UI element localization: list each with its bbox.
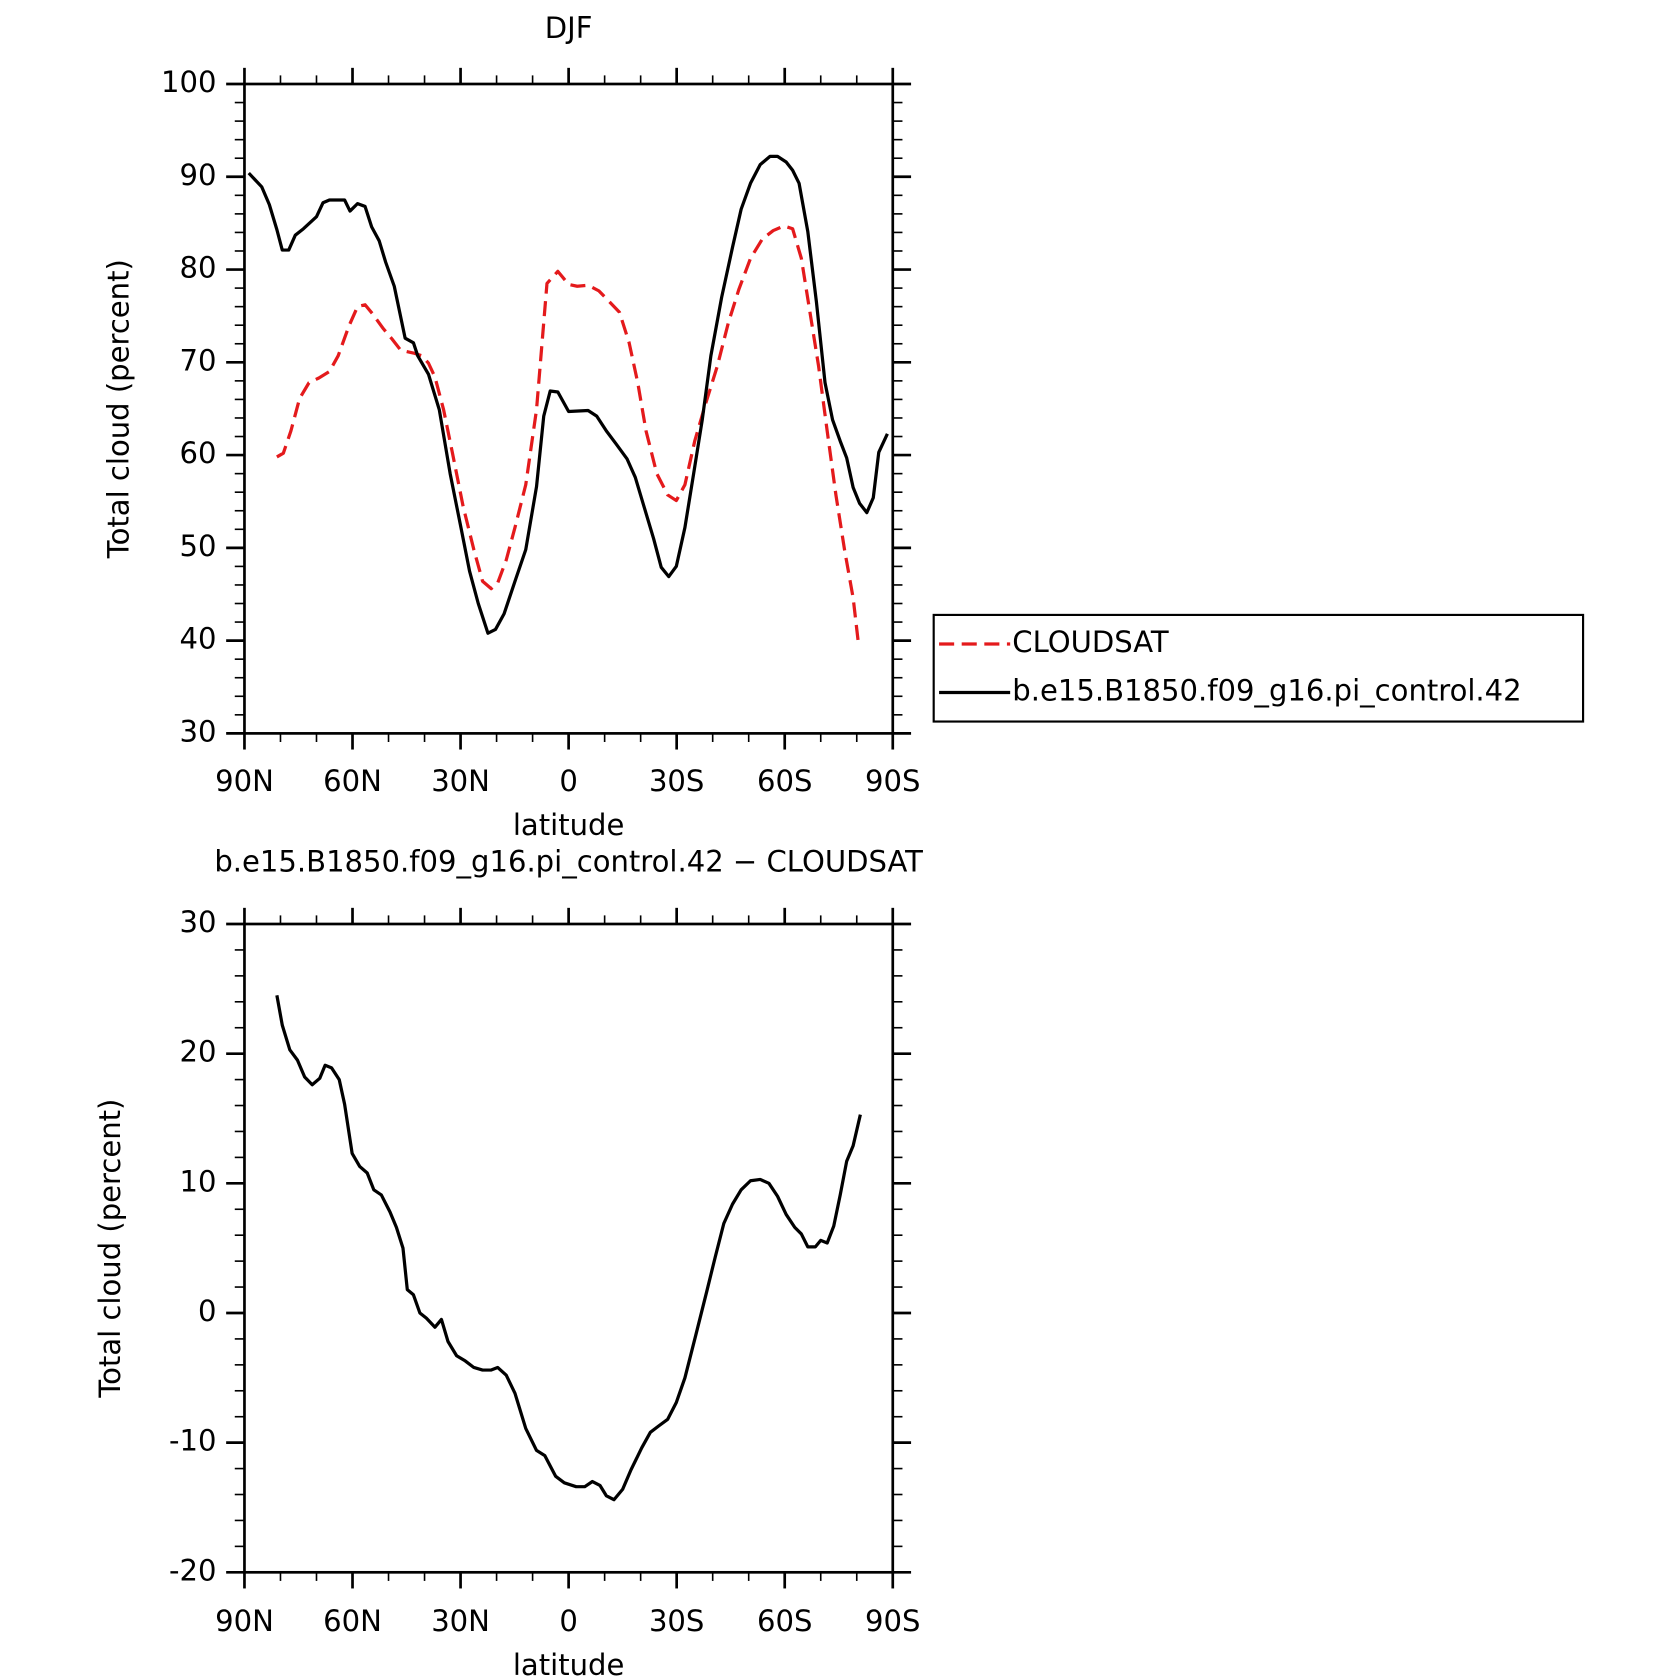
chart-title: b.e15.B1850.f09_g16.pi_control.42 − CLOU… bbox=[214, 845, 923, 879]
y-tick-label: 20 bbox=[179, 1035, 216, 1069]
x-axis-label: latitude bbox=[513, 808, 625, 842]
legend-label: CLOUDSAT bbox=[1012, 625, 1169, 659]
y-tick-label: 60 bbox=[179, 436, 216, 470]
y-tick-label: 100 bbox=[161, 65, 216, 99]
x-tick-label: 60S bbox=[757, 764, 812, 798]
y-tick-label: 90 bbox=[179, 158, 216, 192]
y-tick-label: 80 bbox=[179, 251, 216, 285]
x-tick-label: 60N bbox=[323, 764, 382, 798]
y-tick-label: -10 bbox=[169, 1424, 216, 1458]
x-tick-label: 60N bbox=[323, 1604, 382, 1638]
y-tick-label: 30 bbox=[179, 905, 216, 939]
x-tick-label: 90N bbox=[215, 1604, 274, 1638]
panel: DJF latitude Total cloud (percent) 30 40 50 60… bbox=[102, 11, 1585, 842]
y-tick-label: 30 bbox=[179, 714, 216, 748]
y-tick-label: 0 bbox=[198, 1294, 217, 1328]
data-line bbox=[247, 154, 889, 635]
x-tick-label: 30N bbox=[431, 1604, 490, 1638]
x-tick-label: 90S bbox=[865, 764, 920, 798]
data-line bbox=[276, 224, 861, 645]
x-tick-label: 0 bbox=[559, 764, 578, 798]
x-tick-label: 90S bbox=[865, 1604, 920, 1638]
x-tick-label: 30S bbox=[649, 764, 704, 798]
x-tick-label: 60S bbox=[757, 1604, 812, 1638]
legend-label: b.e15.B1850.f09_g16.pi_control.42 bbox=[1012, 673, 1521, 707]
plot-frame bbox=[243, 922, 895, 1574]
y-tick-label: 10 bbox=[179, 1164, 216, 1198]
x-tick-label: 30N bbox=[431, 764, 490, 798]
chart-title: DJF bbox=[545, 11, 593, 45]
y-tick-label: 50 bbox=[179, 529, 216, 563]
y-axis-label: Total cloud (percent) bbox=[102, 259, 136, 559]
x-axis-label: latitude bbox=[513, 1648, 625, 1680]
y-axis-label: Total cloud (percent) bbox=[93, 1099, 127, 1399]
legend: CLOUDSAT b.e15.B1850.f09_g16.pi_control.4… bbox=[932, 613, 1585, 723]
legend-box bbox=[932, 613, 1585, 723]
y-tick-label: 70 bbox=[179, 343, 216, 377]
data-line bbox=[275, 995, 862, 1502]
y-tick-label: -20 bbox=[169, 1553, 216, 1587]
x-tick-label: 0 bbox=[559, 1604, 578, 1638]
panel: b.e15.B1850.f09_g16.pi_control.42 − CLOU… bbox=[93, 845, 923, 1680]
x-tick-label: 90N bbox=[215, 764, 274, 798]
x-tick-label: 30S bbox=[649, 1604, 704, 1638]
y-tick-label: 40 bbox=[179, 622, 216, 656]
